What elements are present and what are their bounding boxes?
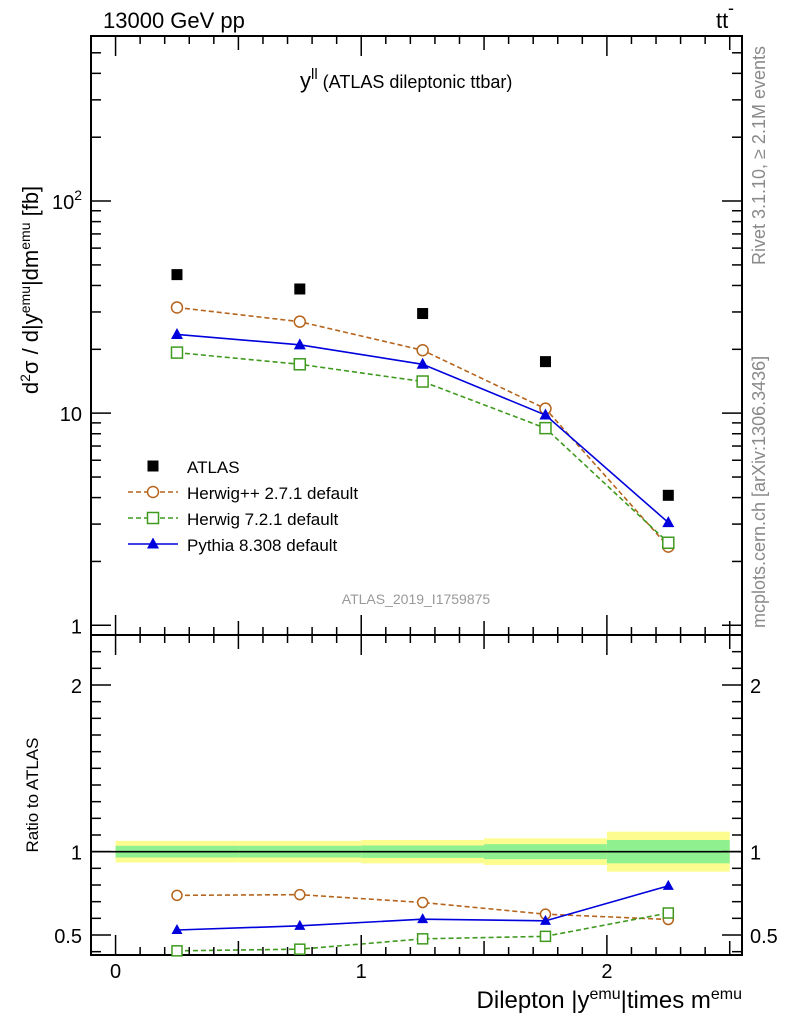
header-right-bar: -: [728, 0, 734, 18]
ratio-background-group: [91, 831, 742, 872]
main-ytick-label-base: 10: [52, 192, 74, 214]
main-series-group: [170, 269, 675, 553]
legend-label-atlas: ATLAS: [187, 458, 240, 477]
main-ytick-label: 102: [52, 187, 82, 214]
header-right: tt: [716, 8, 728, 33]
data-point-herwig-7-2-1-default-0: [170, 346, 184, 359]
main-title-rest: (ATLAS dileptonic ttbar): [318, 72, 513, 92]
ratio-point-pythia-8-308-default-3: [539, 914, 551, 925]
main-title-sup: ll: [311, 66, 318, 83]
data-point-atlas-3: [539, 356, 551, 368]
legend-label-pythia-8-308-default: Pythia 8.308 default: [187, 536, 338, 555]
main-ylabel-d2: σ / d|y: [18, 313, 43, 374]
side-labels: Rivet 3.1.10, ≥ 2.1M events mcplots.cern…: [749, 46, 769, 628]
main-ylabel-d1: d: [18, 382, 43, 394]
data-point-atlas-4: [662, 489, 674, 501]
header: 13000 GeV pp tt -: [103, 0, 734, 33]
main-ylabel: d2σ / d|yemu|dmemu [fb]: [17, 186, 43, 394]
ratio-point-pythia-8-308-default-2: [417, 913, 429, 924]
watermark: ATLAS_2019_I1759875: [342, 591, 491, 607]
ratio-ytick-label-right: 1: [750, 843, 761, 865]
data-point-herwig-7-2-1-default-3: [539, 421, 552, 435]
data-point-herwig-2-7-1-default-0: [170, 301, 184, 314]
ratio-point-herwig-2-7-1-default-0: [171, 889, 183, 902]
data-point-pythia-8-308-default-1: [293, 338, 306, 350]
legend-marker-herwig-2-7-1-default: [146, 485, 160, 499]
xtick-label: 0: [110, 961, 121, 983]
xaxis-label-b: |times m: [621, 987, 711, 1014]
data-point-herwig-2-7-1-default-2: [416, 343, 429, 357]
data-point-atlas-2: [417, 308, 429, 320]
ratio-series-group: [171, 879, 675, 957]
ratio-point-herwig-2-7-1-default-1: [294, 888, 306, 901]
data-point-pythia-8-308-default-0: [170, 327, 183, 339]
ratio-point-pythia-8-308-default-1: [294, 919, 306, 930]
main-ytick-label: 10: [60, 404, 82, 426]
data-point-herwig-7-2-1-default-1: [293, 358, 307, 371]
main-ylabel-s2: emu: [17, 286, 33, 313]
ratio-point-herwig-7-2-1-default-0: [171, 945, 183, 957]
ratio-ytick-label-left: 2: [71, 676, 82, 698]
data-point-atlas-0: [171, 269, 183, 281]
ratio-point-herwig-7-2-1-default-2: [416, 933, 429, 945]
legend: ATLAS Herwig++ 2.7.1 default Herwig 7.2.1 …: [128, 458, 358, 555]
data-point-herwig-7-2-1-default-4: [662, 536, 675, 549]
legend-label-herwig-7-2-1-default: Herwig 7.2.1 default: [187, 510, 338, 529]
legend-marker-atlas: [147, 460, 159, 472]
main-title: yll (ATLAS dileptonic ttbar): [300, 66, 512, 93]
ratio-ytick-label-right: 0.5: [750, 926, 778, 948]
ratio-line-herwig-7-2-1-default: [176, 912, 669, 952]
ratio-plot-frame: [90, 634, 743, 956]
ratio-point-herwig-2-7-1-default-2: [416, 896, 429, 909]
legend-marker-pythia-8-308-default: [147, 537, 159, 549]
rivet-side-label: Rivet 3.1.10, ≥ 2.1M events: [749, 46, 769, 265]
data-point-pythia-8-308-default-4: [662, 516, 675, 528]
main-ytick-label: 1: [71, 616, 82, 638]
main-ytick-label-exp: 2: [74, 187, 82, 203]
legend-marker-herwig-7-2-1-default: [146, 511, 160, 525]
data-point-pythia-8-308-default-3: [539, 408, 552, 420]
series-line-herwig-7-2-1-default: [176, 351, 669, 544]
xaxis-label-b-sup: emu: [711, 986, 742, 1003]
mcplots-side-label: mcplots.cern.ch [arXiv:1306.3436]: [749, 356, 769, 628]
main-ylabel-d3: |dm: [18, 250, 43, 286]
legend-label-herwig-2-7-1-default: Herwig++ 2.7.1 default: [187, 484, 358, 503]
ratio-ylabel: Ratio to ATLAS: [23, 738, 42, 853]
header-left: 13000 GeV pp: [103, 8, 245, 33]
main-title-main: y: [300, 68, 311, 93]
ratio-ticklabels-group: 0.5 0.5 1 1 2 2 0 1 2: [54, 676, 778, 983]
ratio-ticks-group: [91, 634, 742, 955]
ratio-point-herwig-7-2-1-default-1: [294, 943, 306, 955]
xtick-label: 1: [356, 961, 367, 983]
ratio-ytick-label-left: 0.5: [54, 926, 82, 948]
main-ticks-group: [91, 35, 742, 635]
ratio-line-herwig-2-7-1-default: [176, 893, 669, 921]
data-point-herwig-7-2-1-default-2: [416, 375, 429, 388]
ratio-plot: 0.5 0.5 1 1 2 2 0 1 2 Ratio to ATLAS Dilepton |y…: [23, 634, 778, 1014]
data-point-atlas-1: [294, 283, 306, 295]
ratio-ytick-label-right: 2: [750, 676, 761, 698]
data-point-herwig-2-7-1-default-1: [293, 315, 307, 328]
ratio-point-pythia-8-308-default-0: [171, 924, 183, 934]
ratio-point-herwig-7-2-1-default-4: [662, 907, 675, 919]
main-ylabel-s3: emu: [17, 223, 33, 250]
ratio-ytick-label-left: 1: [71, 843, 82, 865]
xaxis-label-a-sup: emu: [590, 986, 621, 1003]
ratio-point-herwig-7-2-1-default-3: [539, 930, 552, 943]
xtick-label: 2: [601, 961, 612, 983]
data-point-pythia-8-308-default-2: [416, 357, 429, 369]
ratio-point-pythia-8-308-default-4: [662, 879, 674, 890]
xaxis-label: Dilepton |yemu|times memu: [477, 986, 742, 1014]
main-ylabel-s1: 2: [17, 374, 33, 382]
main-ylabel-d4: [fb]: [18, 186, 43, 223]
xaxis-label-a: Dilepton |y: [477, 987, 590, 1014]
